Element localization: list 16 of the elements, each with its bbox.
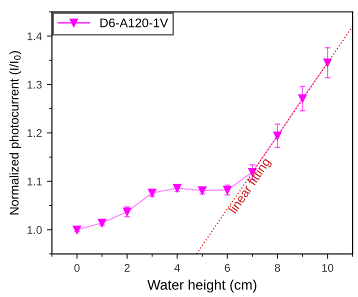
point [173,184,182,192]
y-tick-label: 1.2 [28,129,42,137]
y-axis-title: Normalized photocurrent (I/I$_{0}$) [9,51,22,214]
x-tick-label: 0 [74,264,80,272]
point [98,218,106,228]
y-tick-label: 1.3 [28,80,42,89]
x-tick-label: 2 [124,264,130,272]
x-tick-label: 6 [224,264,230,272]
y-tick-label: 1.1 [28,178,42,186]
y-tick-label: 1.0 [28,226,42,234]
y-tick-label: 1.4 [28,32,42,40]
x-tick-label: 4 [174,264,180,272]
x-tick-label: 10 [322,264,334,272]
x-tick-label: 8 [274,264,280,272]
x-axis-title: Water height (cm) [147,280,256,293]
legend-label: D6-A120-1V [100,18,168,28]
